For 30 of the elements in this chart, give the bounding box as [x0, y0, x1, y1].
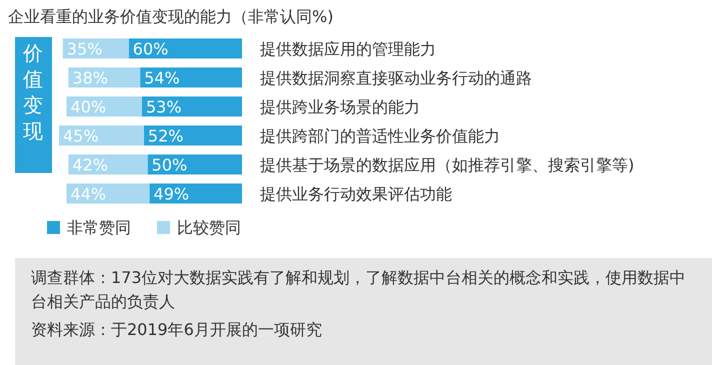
data-label: 35%	[66, 40, 102, 58]
chart-title: 企业看重的业务价值变现的能力（非常认同%)	[8, 7, 334, 26]
data-label: 50%	[152, 156, 188, 174]
bar	[142, 96, 242, 116]
data-label: 38%	[72, 68, 108, 88]
bar	[140, 68, 242, 88]
data-label: 54%	[144, 68, 180, 88]
y-tick-label: 提供基于场景的数据应用（如推荐引擎、搜索引擎等)	[260, 156, 634, 174]
bar	[128, 38, 242, 58]
y-tick-label: 提供数据应用的管理能力	[260, 40, 436, 58]
data-label: 60%	[132, 40, 168, 58]
bar	[148, 154, 242, 174]
bar	[150, 184, 242, 204]
data-label: 42%	[72, 156, 108, 174]
y-tick-label: 提供跨业务场景的能力	[260, 98, 420, 116]
text: 价值变现	[22, 41, 43, 143]
y-tick-label: 提供数据洞察直接驱动业务行动的通路	[260, 68, 532, 88]
data-label: 45%	[63, 126, 99, 146]
legend-label: 比较赞同	[177, 218, 241, 237]
text: 资料来源：于2019年6月开展的一项研究	[31, 319, 323, 341]
data-label: 53%	[146, 98, 182, 116]
data-label: 40%	[70, 98, 106, 116]
text: 调查群体：173位对大数据实践有了解和规划，了解数据中台相关的概念和实践，使用数据中台相关产品的负责人	[31, 267, 687, 313]
y-tick-label: 提供跨部门的普适性业务价值能力	[260, 126, 500, 146]
data-label: 49%	[154, 184, 190, 204]
legend-label: 非常赞同	[67, 218, 131, 237]
bar	[144, 126, 242, 146]
y-tick-label: 提供业务行动效果评估功能	[260, 184, 452, 204]
data-label: 44%	[70, 184, 106, 204]
data-label: 52%	[148, 126, 184, 146]
